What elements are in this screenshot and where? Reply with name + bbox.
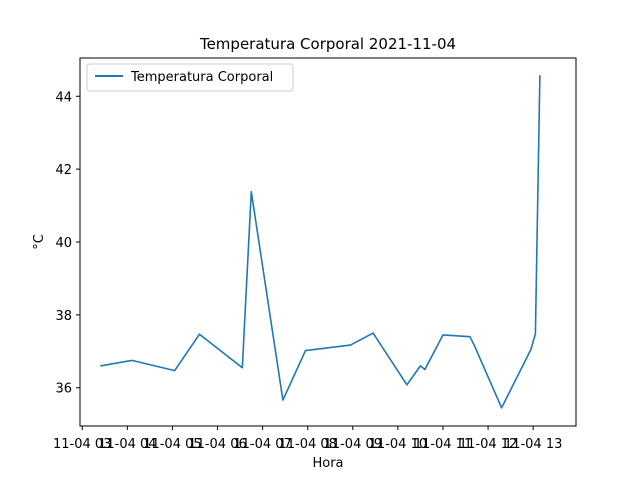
x-tick-label: 11-04 06	[188, 437, 246, 452]
x-tick-label: 11-04 04	[98, 437, 156, 452]
x-tick-label: 11-04 11	[414, 437, 472, 452]
x-tick-label: 11-04 08	[278, 437, 336, 452]
y-tick-label: 42	[55, 163, 72, 178]
x-tick-label: 11-04 12	[459, 437, 517, 452]
x-tick-label: 11-04 07	[233, 437, 291, 452]
x-tick-label: 11-04 13	[504, 437, 562, 452]
y-axis: 36 38 40 42 44	[55, 90, 80, 397]
x-tick-label: 11-04 03	[53, 437, 111, 452]
y-tick-label: 40	[55, 236, 72, 251]
legend: Temperatura Corporal	[86, 63, 294, 92]
legend-label: Temperatura Corporal	[130, 70, 273, 85]
x-tick-label: 11-04 10	[369, 437, 427, 452]
y-tick-label: 38	[55, 309, 72, 324]
chart-title: Temperatura Corporal 2021-11-04	[199, 35, 456, 53]
plot-frame	[79, 57, 577, 427]
plot-series	[100, 75, 541, 409]
y-axis-label: °C	[32, 234, 47, 250]
series-line	[100, 75, 541, 409]
x-axis-label: Hora	[312, 456, 343, 471]
x-tick-label: 11-04 05	[143, 437, 201, 452]
legend-box	[86, 63, 294, 92]
y-tick-label: 44	[55, 90, 72, 105]
x-tick-label: 11-04 09	[324, 437, 382, 452]
y-tick-label: 36	[55, 382, 72, 397]
